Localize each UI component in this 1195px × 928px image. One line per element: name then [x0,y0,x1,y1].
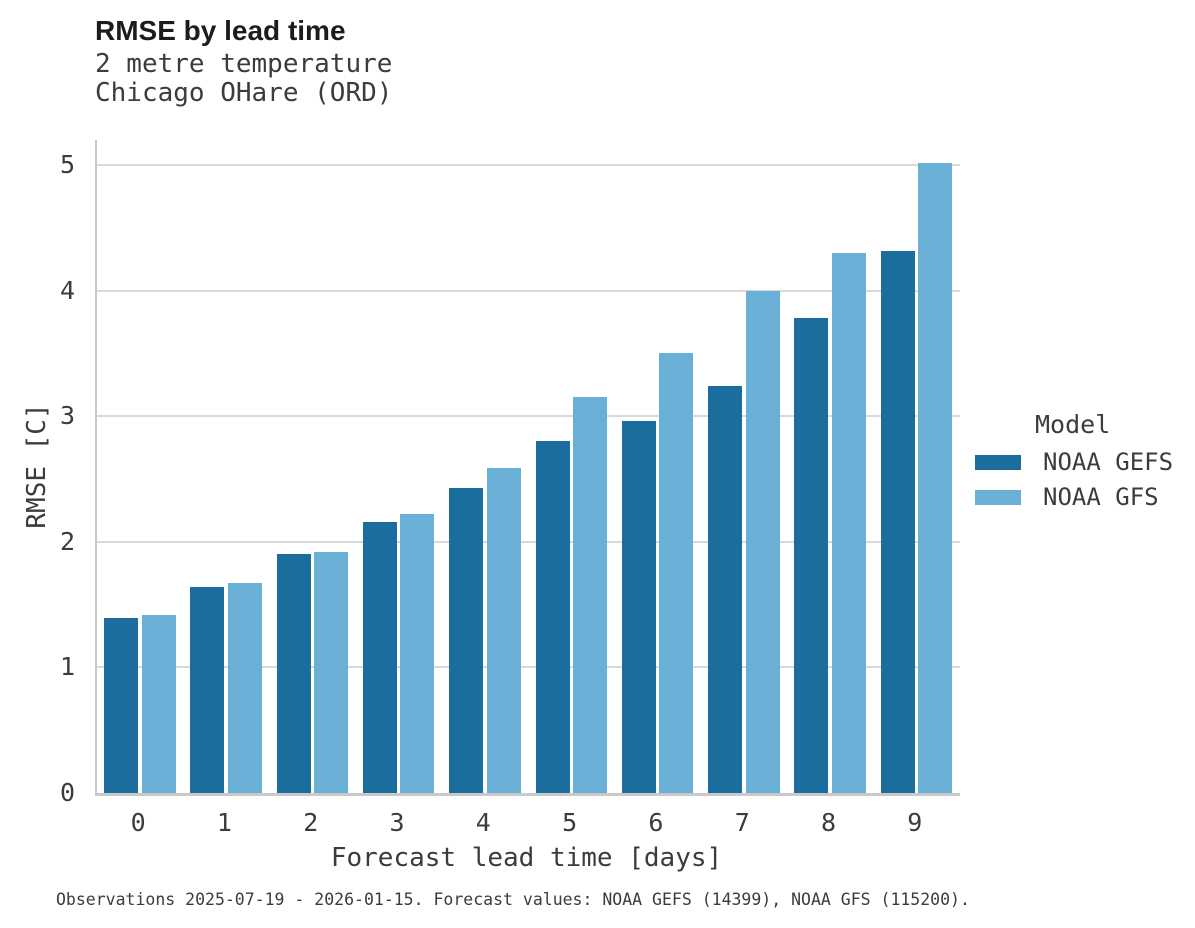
x-tick-label-8: 8 [821,808,837,837]
y-tick-label-4: 4 [59,275,75,305]
bar-noaa-gfs-lead-8 [831,253,866,793]
x-tick-label-7: 7 [734,808,750,837]
y-tick-label-5: 5 [59,150,75,180]
chart-subtitle-line-2: Chicago OHare (ORD) [95,78,393,108]
x-axis-label: Forecast lead time [days] [330,843,723,873]
bar-noaa-gefs-lead-7 [708,386,743,793]
bar-noaa-gefs-lead-5 [535,441,570,793]
chart-subtitle: 2 metre temperature Chicago OHare (ORD) [95,50,392,108]
bar-noaa-gefs-lead-8 [794,318,829,793]
x-tick-label-9: 9 [907,808,923,837]
gridline-y-2 [97,540,960,543]
y-tick-label-2: 2 [59,526,75,556]
bar-noaa-gefs-lead-4 [449,487,484,793]
bar-noaa-gfs-lead-5 [573,397,607,793]
bar-noaa-gefs-lead-2 [276,554,311,793]
x-tick-label-3: 3 [389,808,405,837]
bar-noaa-gefs-lead-6 [621,421,656,793]
bar-noaa-gfs-lead-6 [659,353,694,793]
gridline-y-5 [97,164,960,167]
y-tick-label-3: 3 [59,401,75,431]
gridline-y-3 [97,415,960,418]
y-tick-label-0: 0 [59,778,75,807]
x-tick-label-4: 4 [475,808,491,837]
x-tick-label-6: 6 [648,808,664,837]
bar-noaa-gfs-lead-4 [486,467,521,793]
legend-swatch-noaa-gefs [975,454,1021,470]
x-tick-label-5: 5 [562,808,578,837]
chart-subtitle-line-1: 2 metre temperature [95,49,393,79]
bar-noaa-gfs-lead-9 [918,162,953,793]
plot-area [95,140,960,796]
bar-noaa-gfs-lead-0 [141,614,176,793]
legend: Model NOAA GEFS NOAA GFS [965,410,1174,511]
bar-noaa-gefs-lead-0 [104,618,138,793]
legend-swatch-noaa-gfs [975,489,1021,505]
y-tick-label-1: 1 [59,652,75,682]
bar-noaa-gefs-lead-3 [362,521,397,793]
legend-entry-noaa-gfs: NOAA GFS [965,483,1173,511]
legend-label-noaa-gefs: NOAA GEFS [1043,448,1174,476]
gridline-y-4 [97,289,960,292]
caption: Observations 2025-07-19 - 2026-01-15. Fo… [56,890,970,909]
bar-noaa-gfs-lead-7 [745,290,780,793]
chart-title: RMSE by lead time [95,15,346,46]
x-tick-label-1: 1 [216,808,232,837]
gridline-y-1 [97,666,960,669]
legend-entry-noaa-gefs: NOAA GEFS [965,448,1174,476]
legend-label-noaa-gfs: NOAA GFS [1043,483,1159,511]
bar-noaa-gfs-lead-3 [400,514,435,793]
x-tick-label-2: 2 [303,808,319,837]
bar-noaa-gefs-lead-9 [880,250,915,793]
bar-noaa-gefs-lead-1 [190,587,225,793]
bar-noaa-gfs-lead-1 [227,583,262,793]
legend-title: Model [1035,410,1111,439]
bar-noaa-gfs-lead-2 [314,551,349,793]
x-tick-label-0: 0 [130,808,146,837]
